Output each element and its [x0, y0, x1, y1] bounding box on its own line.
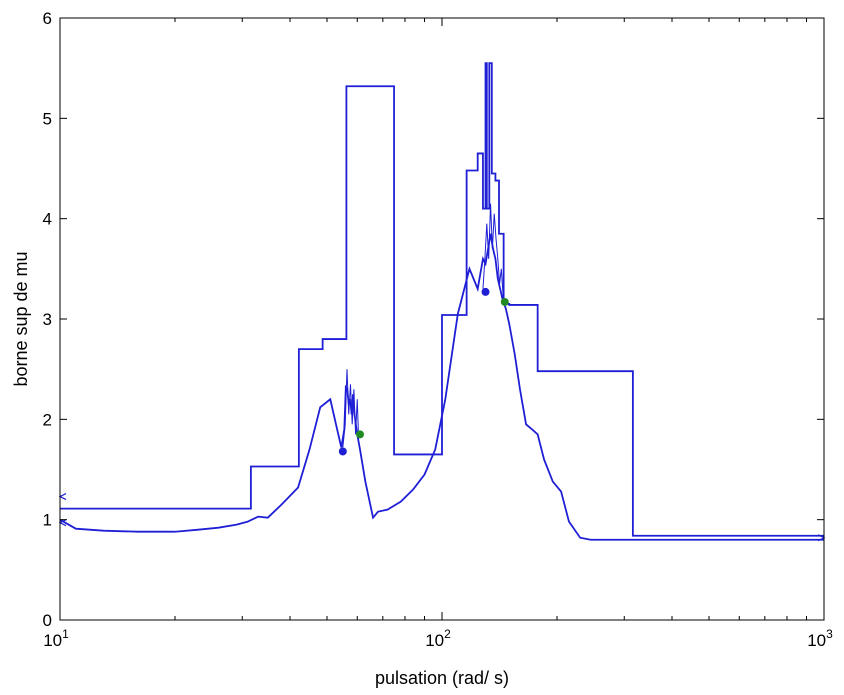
marker-point-2 [481, 287, 490, 296]
axes-layer: 0 1 2 3 4 5 6 101 102 103 [43, 9, 834, 650]
y-axis-label: borne sup de mu [11, 251, 31, 386]
series-line-2 [342, 369, 360, 448]
x-tick-label-0: 101 [43, 627, 69, 650]
y-tick-label-3: 3 [43, 310, 52, 329]
marker-point-0 [338, 447, 347, 456]
y-tick-label-6: 6 [43, 9, 52, 28]
y-tick-label-1: 1 [43, 511, 52, 530]
marker-point-1 [355, 430, 364, 439]
series-line-3 [482, 203, 505, 304]
y-tick-label-2: 2 [43, 410, 52, 429]
marker-point-3 [500, 297, 509, 306]
y-tick-label-4: 4 [43, 210, 52, 229]
y-tick-label-5: 5 [43, 109, 52, 128]
x-tick-label-1: 102 [425, 627, 451, 650]
x-tick-label-2: 103 [807, 627, 833, 650]
y-tick-label-0: 0 [43, 611, 52, 630]
marker-layer [58, 287, 826, 542]
x-axis-label: pulsation (rad/ s) [375, 668, 509, 688]
series-line-1 [59, 233, 824, 541]
